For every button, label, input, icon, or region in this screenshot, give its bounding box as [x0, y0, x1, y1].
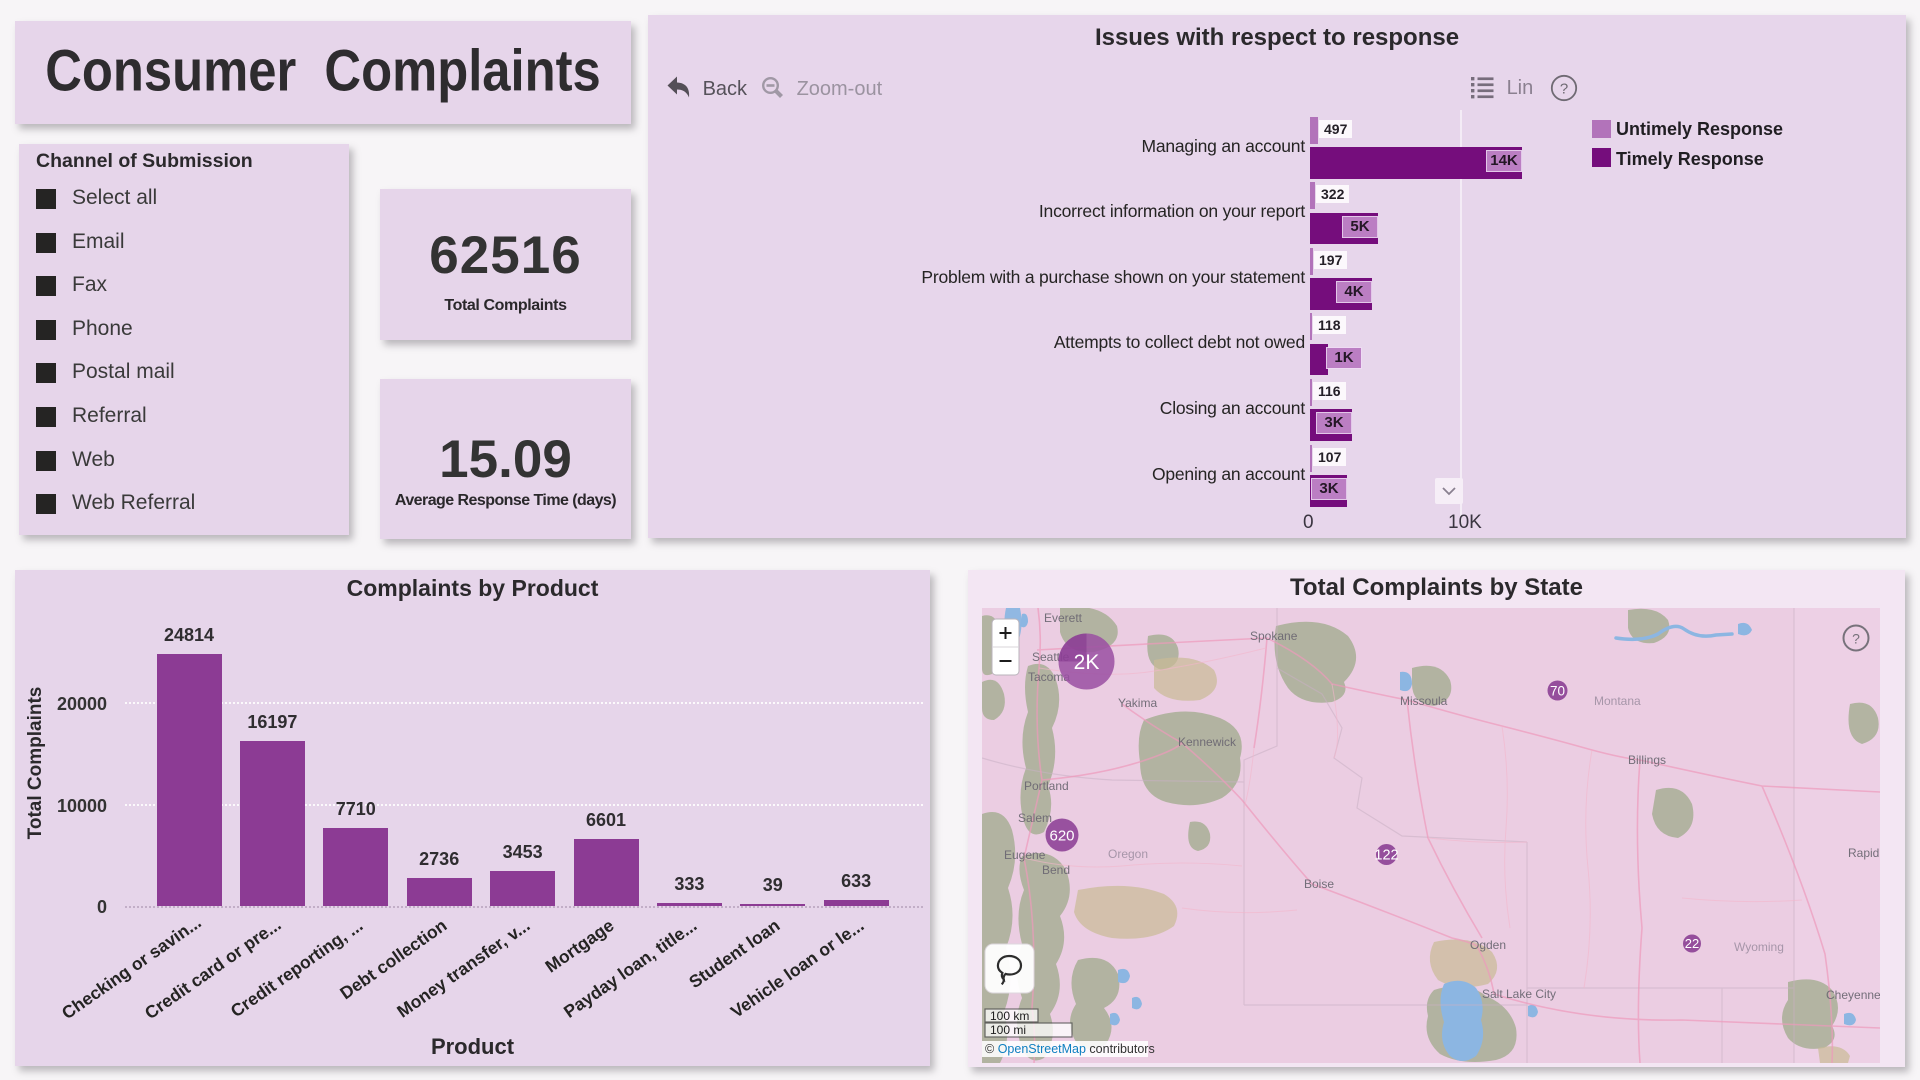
svg-text:Tacoma: Tacoma — [1028, 670, 1070, 684]
svg-text:Oregon: Oregon — [1108, 847, 1148, 861]
svg-text:122: 122 — [1374, 848, 1398, 864]
svg-text:Missoula: Missoula — [1400, 694, 1448, 708]
svg-text:22: 22 — [1685, 936, 1699, 951]
svg-text:Cheyenne: Cheyenne — [1826, 988, 1880, 1002]
svg-text:Everett: Everett — [1044, 611, 1083, 625]
svg-text:?: ? — [1852, 631, 1860, 647]
svg-text:?: ? — [1560, 81, 1568, 98]
svg-text:Spokane: Spokane — [1250, 629, 1298, 643]
svg-text:Portland: Portland — [1024, 779, 1069, 793]
svg-text:70: 70 — [1550, 684, 1565, 699]
svg-text:Wyoming: Wyoming — [1734, 940, 1784, 954]
svg-text:Boise: Boise — [1304, 877, 1334, 891]
svg-text:Bend: Bend — [1042, 863, 1070, 877]
svg-text:Eugene: Eugene — [1004, 848, 1046, 862]
svg-text:Rapid C: Rapid C — [1848, 846, 1880, 860]
svg-text:Kennewick: Kennewick — [1178, 735, 1237, 749]
svg-text:100 km: 100 km — [990, 1009, 1029, 1023]
svg-text:Yakima: Yakima — [1118, 696, 1157, 710]
svg-text:2K: 2K — [1074, 651, 1100, 674]
svg-text:100 mi: 100 mi — [990, 1023, 1026, 1037]
svg-text:Montana: Montana — [1594, 694, 1641, 708]
svg-text:Salt Lake City: Salt Lake City — [1482, 987, 1556, 1001]
svg-text:Billings: Billings — [1628, 753, 1666, 767]
svg-text:620: 620 — [1049, 828, 1074, 845]
svg-text:Ogden: Ogden — [1470, 938, 1506, 952]
svg-text:Salem: Salem — [1018, 811, 1052, 825]
